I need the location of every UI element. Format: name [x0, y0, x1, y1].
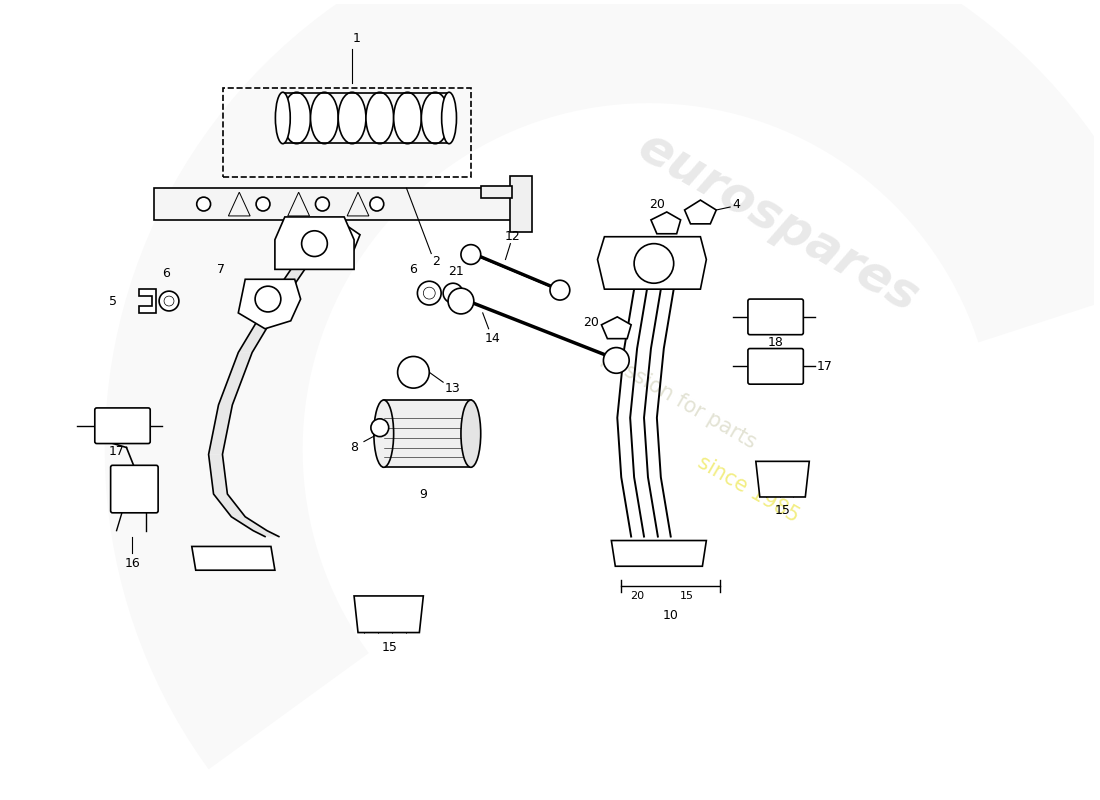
Polygon shape	[213, 494, 245, 517]
Circle shape	[604, 347, 629, 374]
Circle shape	[461, 245, 481, 265]
Circle shape	[370, 197, 384, 211]
Circle shape	[448, 288, 474, 314]
Bar	[384, 400, 471, 467]
Polygon shape	[209, 454, 228, 494]
Text: 13: 13	[446, 382, 461, 394]
Text: 17: 17	[817, 360, 833, 373]
Bar	[510, 176, 532, 232]
Circle shape	[301, 230, 328, 257]
Ellipse shape	[374, 400, 394, 467]
Text: 10: 10	[663, 610, 679, 622]
Circle shape	[371, 419, 388, 437]
Circle shape	[550, 280, 570, 300]
Polygon shape	[191, 546, 275, 570]
Polygon shape	[219, 353, 252, 405]
Polygon shape	[298, 224, 331, 259]
Polygon shape	[597, 237, 706, 289]
FancyBboxPatch shape	[748, 299, 803, 334]
Text: 20: 20	[649, 198, 664, 210]
Circle shape	[417, 282, 441, 305]
Polygon shape	[275, 217, 354, 270]
Polygon shape	[612, 541, 706, 566]
Circle shape	[164, 296, 174, 306]
Text: since 1985: since 1985	[694, 452, 802, 526]
Ellipse shape	[366, 92, 394, 144]
Ellipse shape	[310, 92, 338, 144]
Polygon shape	[229, 192, 250, 216]
Text: 14: 14	[485, 332, 501, 345]
Text: 6: 6	[409, 263, 417, 276]
Polygon shape	[651, 212, 681, 234]
Bar	[481, 186, 513, 198]
Circle shape	[160, 291, 179, 311]
FancyBboxPatch shape	[95, 408, 151, 443]
Text: 1: 1	[353, 32, 361, 46]
Text: 7: 7	[218, 263, 226, 276]
Text: 18: 18	[768, 336, 783, 349]
Text: 17: 17	[109, 445, 124, 458]
Ellipse shape	[421, 92, 449, 144]
FancyBboxPatch shape	[111, 466, 158, 513]
Circle shape	[197, 197, 210, 211]
Polygon shape	[288, 192, 309, 216]
Polygon shape	[239, 279, 300, 329]
Bar	[223, 88, 471, 178]
Text: 15: 15	[774, 504, 791, 518]
Text: 15: 15	[680, 591, 694, 601]
Text: 15: 15	[382, 641, 397, 654]
Text: eurospares: eurospares	[629, 122, 926, 322]
Text: 3: 3	[289, 233, 298, 246]
Text: 12: 12	[505, 230, 520, 243]
Text: 4: 4	[733, 198, 740, 210]
Ellipse shape	[394, 92, 421, 144]
Ellipse shape	[461, 400, 481, 467]
Text: 21: 21	[448, 265, 464, 278]
Polygon shape	[253, 530, 279, 537]
Text: passion for parts: passion for parts	[597, 347, 759, 453]
Polygon shape	[140, 289, 156, 313]
Polygon shape	[756, 462, 810, 497]
Ellipse shape	[338, 92, 366, 144]
Polygon shape	[354, 596, 424, 633]
Ellipse shape	[441, 92, 456, 144]
Text: 9: 9	[419, 487, 427, 501]
Polygon shape	[602, 317, 631, 338]
Polygon shape	[104, 0, 1100, 770]
Circle shape	[255, 286, 280, 312]
Polygon shape	[239, 303, 282, 353]
Circle shape	[424, 287, 436, 299]
Text: 8: 8	[350, 441, 359, 454]
Circle shape	[316, 197, 329, 211]
Text: 5: 5	[109, 294, 117, 307]
Polygon shape	[684, 200, 716, 224]
Text: 2: 2	[432, 255, 440, 268]
Polygon shape	[348, 192, 369, 216]
Bar	[154, 188, 530, 220]
Polygon shape	[322, 224, 360, 250]
Polygon shape	[231, 517, 267, 530]
Circle shape	[634, 244, 673, 283]
Text: 20: 20	[630, 591, 645, 601]
FancyBboxPatch shape	[748, 349, 803, 384]
Ellipse shape	[275, 92, 290, 144]
Ellipse shape	[283, 92, 310, 144]
Text: 20: 20	[584, 316, 600, 330]
Text: 16: 16	[124, 557, 141, 570]
Circle shape	[397, 357, 429, 388]
Polygon shape	[209, 405, 232, 454]
Circle shape	[256, 197, 270, 211]
Polygon shape	[268, 259, 311, 303]
Circle shape	[443, 283, 463, 303]
Text: 6: 6	[162, 267, 170, 280]
